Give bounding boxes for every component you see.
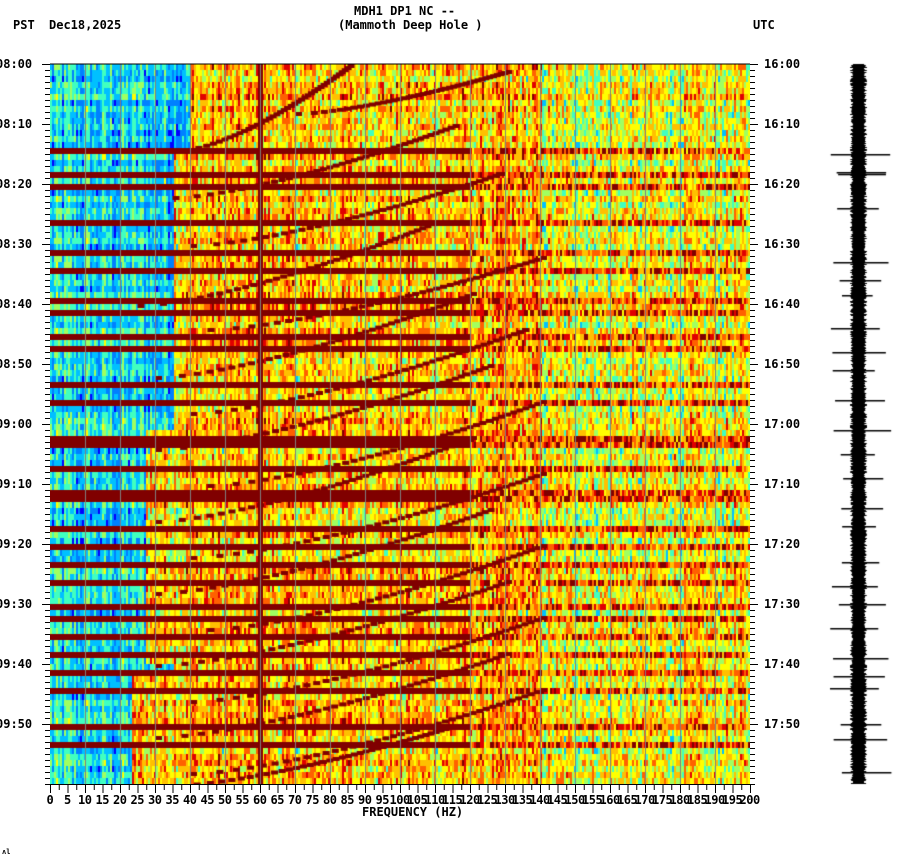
frequency-tick-label: 95 [375, 793, 390, 807]
station-title: MDH1 DP1 NC -- [354, 4, 456, 18]
left-timezone: PST [13, 18, 35, 32]
date-label: Dec18,2025 [49, 18, 122, 32]
left-time-label: 08:20 [0, 177, 33, 191]
spectrogram-plot [50, 64, 750, 784]
right-time-label: 17:00 [764, 417, 801, 431]
frequency-tick-label: 145 [547, 793, 568, 807]
frequency-tick-label: 80 [323, 793, 337, 807]
frequency-tick-label: 190 [704, 793, 726, 807]
frequency-tick-label: 10 [78, 793, 92, 807]
left-time-label: 08:40 [0, 297, 33, 311]
frequency-tick-label: 155 [582, 793, 603, 807]
frequency-tick-label: 30 [148, 793, 162, 807]
right-time-label: 17:20 [764, 537, 801, 551]
frequency-tick-label: 200 [739, 793, 761, 807]
frequency-tick-label: 35 [165, 793, 180, 807]
left-time-label: 08:00 [0, 57, 33, 71]
frequency-tick-label: 45 [200, 793, 215, 807]
frequency-tick-label: 120 [459, 793, 481, 807]
right-time-label: 16:50 [764, 357, 801, 371]
frequency-tick-label: 50 [218, 793, 232, 807]
frequency-tick-label: 185 [687, 793, 708, 807]
frequency-tick-label: 195 [722, 793, 743, 807]
frequency-tick-label: 70 [288, 793, 302, 807]
left-time-label: 08:10 [0, 117, 33, 131]
right-time-label: 16:30 [764, 237, 801, 251]
right-time-label: 16:10 [764, 117, 801, 131]
frequency-tick-label: 15 [95, 793, 110, 807]
frequency-tick-label: 100 [389, 793, 411, 807]
frequency-tick-label: 175 [652, 793, 673, 807]
right-time-label: 17:30 [764, 597, 801, 611]
frequency-tick-label: 0 [46, 793, 54, 807]
left-time-label: 09:40 [0, 657, 33, 671]
frequency-tick-label: 140 [529, 793, 551, 807]
seismogram-trace [826, 60, 902, 788]
footer-mark: ʌl [2, 848, 11, 856]
frequency-tick-label: 60 [253, 793, 267, 807]
frequency-tick-label: 110 [424, 793, 446, 807]
frequency-tick-label: 135 [512, 793, 533, 807]
frequency-tick-label: 20 [113, 793, 127, 807]
left-time-label: 09:50 [0, 717, 33, 731]
frequency-tick-label: 75 [305, 793, 320, 807]
left-time-label: 09:10 [0, 477, 33, 491]
left-time-label: 09:00 [0, 417, 33, 431]
frequency-tick-label: 160 [599, 793, 621, 807]
right-timezone: UTC [753, 18, 775, 32]
left-time-label: 08:30 [0, 237, 33, 251]
right-time-label: 16:20 [764, 177, 801, 191]
left-time-label: 09:20 [0, 537, 33, 551]
frequency-tick-label: 125 [477, 793, 498, 807]
frequency-tick-label: 170 [634, 793, 656, 807]
frequency-tick-label: 85 [340, 793, 355, 807]
frequency-tick-label: 165 [617, 793, 638, 807]
site-name: (Mammoth Deep Hole ) [338, 18, 483, 32]
frequency-tick-label: 25 [130, 793, 145, 807]
right-time-label: 16:00 [764, 57, 801, 71]
frequency-tick-label: 55 [235, 793, 250, 807]
frequency-tick-label: 180 [669, 793, 691, 807]
left-time-label: 08:50 [0, 357, 33, 371]
frequency-tick-label: 90 [358, 793, 372, 807]
right-time-label: 17:50 [764, 717, 801, 731]
x-axis-title: FREQUENCY (HZ) [362, 805, 464, 819]
right-time-label: 17:10 [764, 477, 801, 491]
right-time-label: 17:40 [764, 657, 801, 671]
frequency-tick-label: 150 [564, 793, 586, 807]
frequency-tick-label: 130 [494, 793, 516, 807]
frequency-tick-label: 115 [442, 793, 463, 807]
left-time-label: 09:30 [0, 597, 33, 611]
frequency-tick-label: 5 [64, 793, 71, 807]
frequency-tick-label: 105 [407, 793, 428, 807]
frequency-tick-label: 65 [270, 793, 285, 807]
right-time-label: 16:40 [764, 297, 801, 311]
frequency-tick-label: 40 [183, 793, 197, 807]
